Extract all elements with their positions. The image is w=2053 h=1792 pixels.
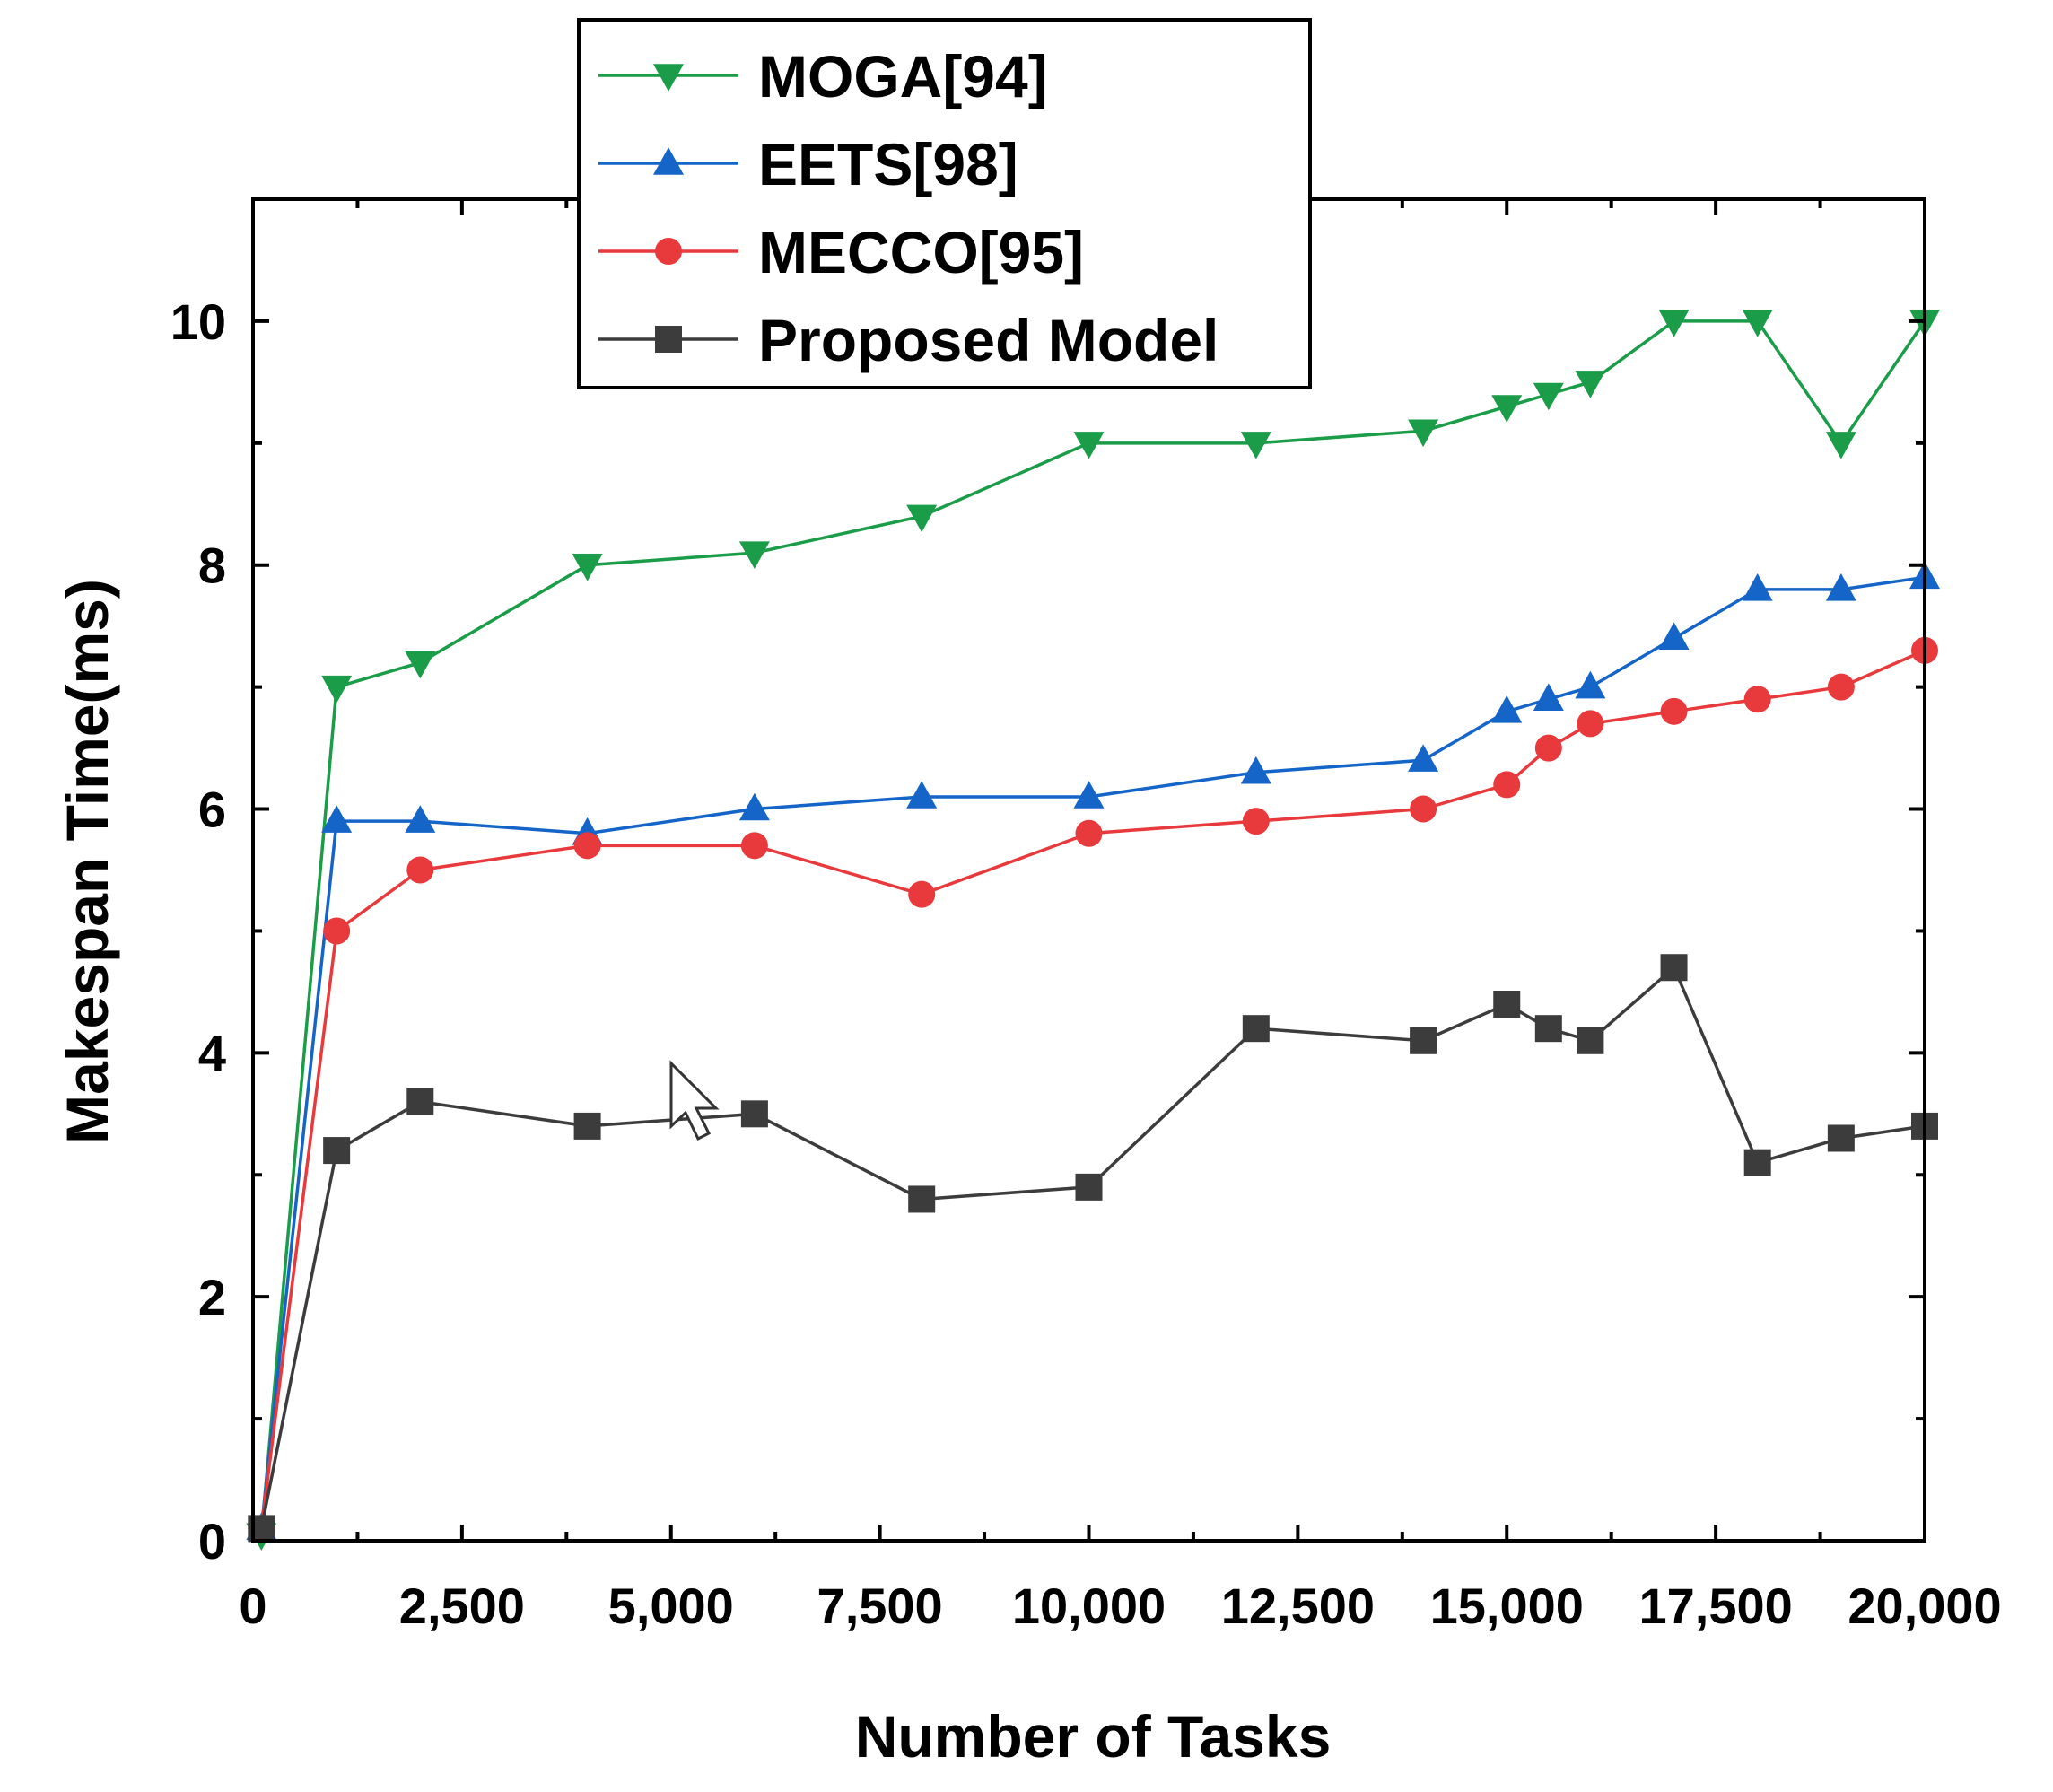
data-point (573, 1112, 601, 1140)
data-point (1658, 622, 1690, 651)
x-tick-label: 7,500 (817, 1578, 943, 1634)
data-point (573, 832, 601, 860)
data-point (908, 1185, 936, 1213)
data-point (1575, 670, 1606, 699)
series-layer (246, 310, 1940, 1552)
data-point (1073, 781, 1105, 809)
data-point (906, 781, 938, 809)
x-tick-label: 20,000 (1848, 1578, 2001, 1634)
x-tick-label: 17,500 (1638, 1578, 1792, 1634)
data-point (1493, 771, 1521, 799)
data-point (572, 553, 603, 581)
data-point (738, 792, 770, 821)
legend-marker (655, 326, 682, 353)
data-point (1491, 395, 1523, 423)
data-point (1660, 697, 1688, 725)
data-point (1493, 991, 1521, 1018)
legend-item: MOGA[94] (598, 43, 1048, 109)
legend-item: Proposed Model (598, 307, 1219, 373)
data-point (1534, 1015, 1562, 1043)
legend-label: Proposed Model (758, 307, 1219, 373)
legend: MOGA[94] EETS[98] MECCO[95] Proposed Model (577, 18, 1312, 389)
legend-label: EETS[98] (758, 131, 1018, 197)
data-point (1073, 432, 1105, 459)
data-point (908, 880, 936, 908)
plot-frame (251, 197, 1926, 1543)
x-axis-title: Number of Tasks (855, 1703, 1332, 1770)
data-point (321, 675, 353, 704)
data-point (323, 917, 351, 945)
data-point (740, 1100, 768, 1128)
data-point (1242, 1015, 1270, 1043)
legend-label: MOGA[94] (758, 43, 1048, 109)
y-tick-label: 2 (198, 1269, 226, 1325)
legend-label: MECCO[95] (758, 219, 1084, 285)
data-point (406, 1088, 434, 1115)
data-point (1410, 795, 1437, 823)
series-line (259, 965, 1926, 1529)
legend-item: EETS[98] (598, 131, 1018, 197)
data-point (405, 651, 436, 679)
y-tick-label: 4 (198, 1025, 226, 1081)
series-line (259, 319, 1926, 1535)
series-3 (248, 954, 1938, 1543)
data-point (1533, 382, 1564, 411)
legend-marker (653, 64, 684, 92)
data-point (323, 1137, 351, 1165)
x-tick-label: 5,000 (608, 1578, 734, 1634)
data-point (1408, 419, 1439, 448)
data-point (1660, 954, 1688, 982)
data-point (1075, 1173, 1103, 1201)
data-point (1743, 1149, 1771, 1176)
data-point (1533, 683, 1564, 711)
data-point (1240, 756, 1271, 784)
legend-marker (655, 238, 682, 265)
series-2 (248, 636, 1938, 1543)
y-tick-label: 6 (198, 782, 226, 838)
y-tick-label: 0 (198, 1513, 226, 1569)
data-point (1242, 808, 1270, 835)
series-line (259, 575, 1926, 1529)
y-tick-label: 10 (170, 293, 226, 350)
legend-marker (653, 147, 684, 175)
x-tick-label: 0 (239, 1578, 266, 1634)
data-point (1825, 573, 1856, 601)
data-point (1742, 310, 1773, 337)
data-point (1827, 1124, 1855, 1152)
x-tick-label: 15,000 (1430, 1578, 1584, 1634)
data-point (1534, 734, 1562, 762)
data-point (1408, 744, 1439, 772)
data-point (740, 832, 768, 860)
data-point (1577, 1027, 1604, 1054)
mouse-cursor-icon (669, 1060, 720, 1141)
data-point (406, 856, 434, 884)
data-point (1743, 686, 1771, 713)
data-point (1075, 819, 1103, 847)
data-point (321, 805, 353, 833)
legend-item: MECCO[95] (598, 219, 1084, 285)
y-axis-title: Makespan Time(ms) (54, 579, 120, 1144)
data-point (1575, 371, 1606, 398)
data-point (1491, 695, 1523, 723)
axes-layer: 0 2,500 5,000 7,500 10,000 12,500 15,000 17,500… (170, 197, 2002, 1634)
series-line (259, 649, 1926, 1529)
data-point (1658, 310, 1690, 337)
data-point (1410, 1027, 1437, 1054)
data-point (738, 541, 770, 569)
data-point (1825, 432, 1856, 459)
data-point (906, 504, 938, 533)
x-tick-label: 10,000 (1012, 1578, 1166, 1634)
legend-box (577, 18, 1312, 389)
data-point (1240, 432, 1271, 459)
series-0 (246, 310, 1940, 1552)
y-tick-label: 8 (198, 538, 226, 594)
x-tick-label: 2,500 (399, 1578, 525, 1634)
data-point (405, 805, 436, 833)
data-point (1577, 710, 1604, 738)
data-point (1742, 573, 1773, 601)
x-tick-label: 12,500 (1221, 1578, 1375, 1634)
data-point (1827, 673, 1855, 701)
